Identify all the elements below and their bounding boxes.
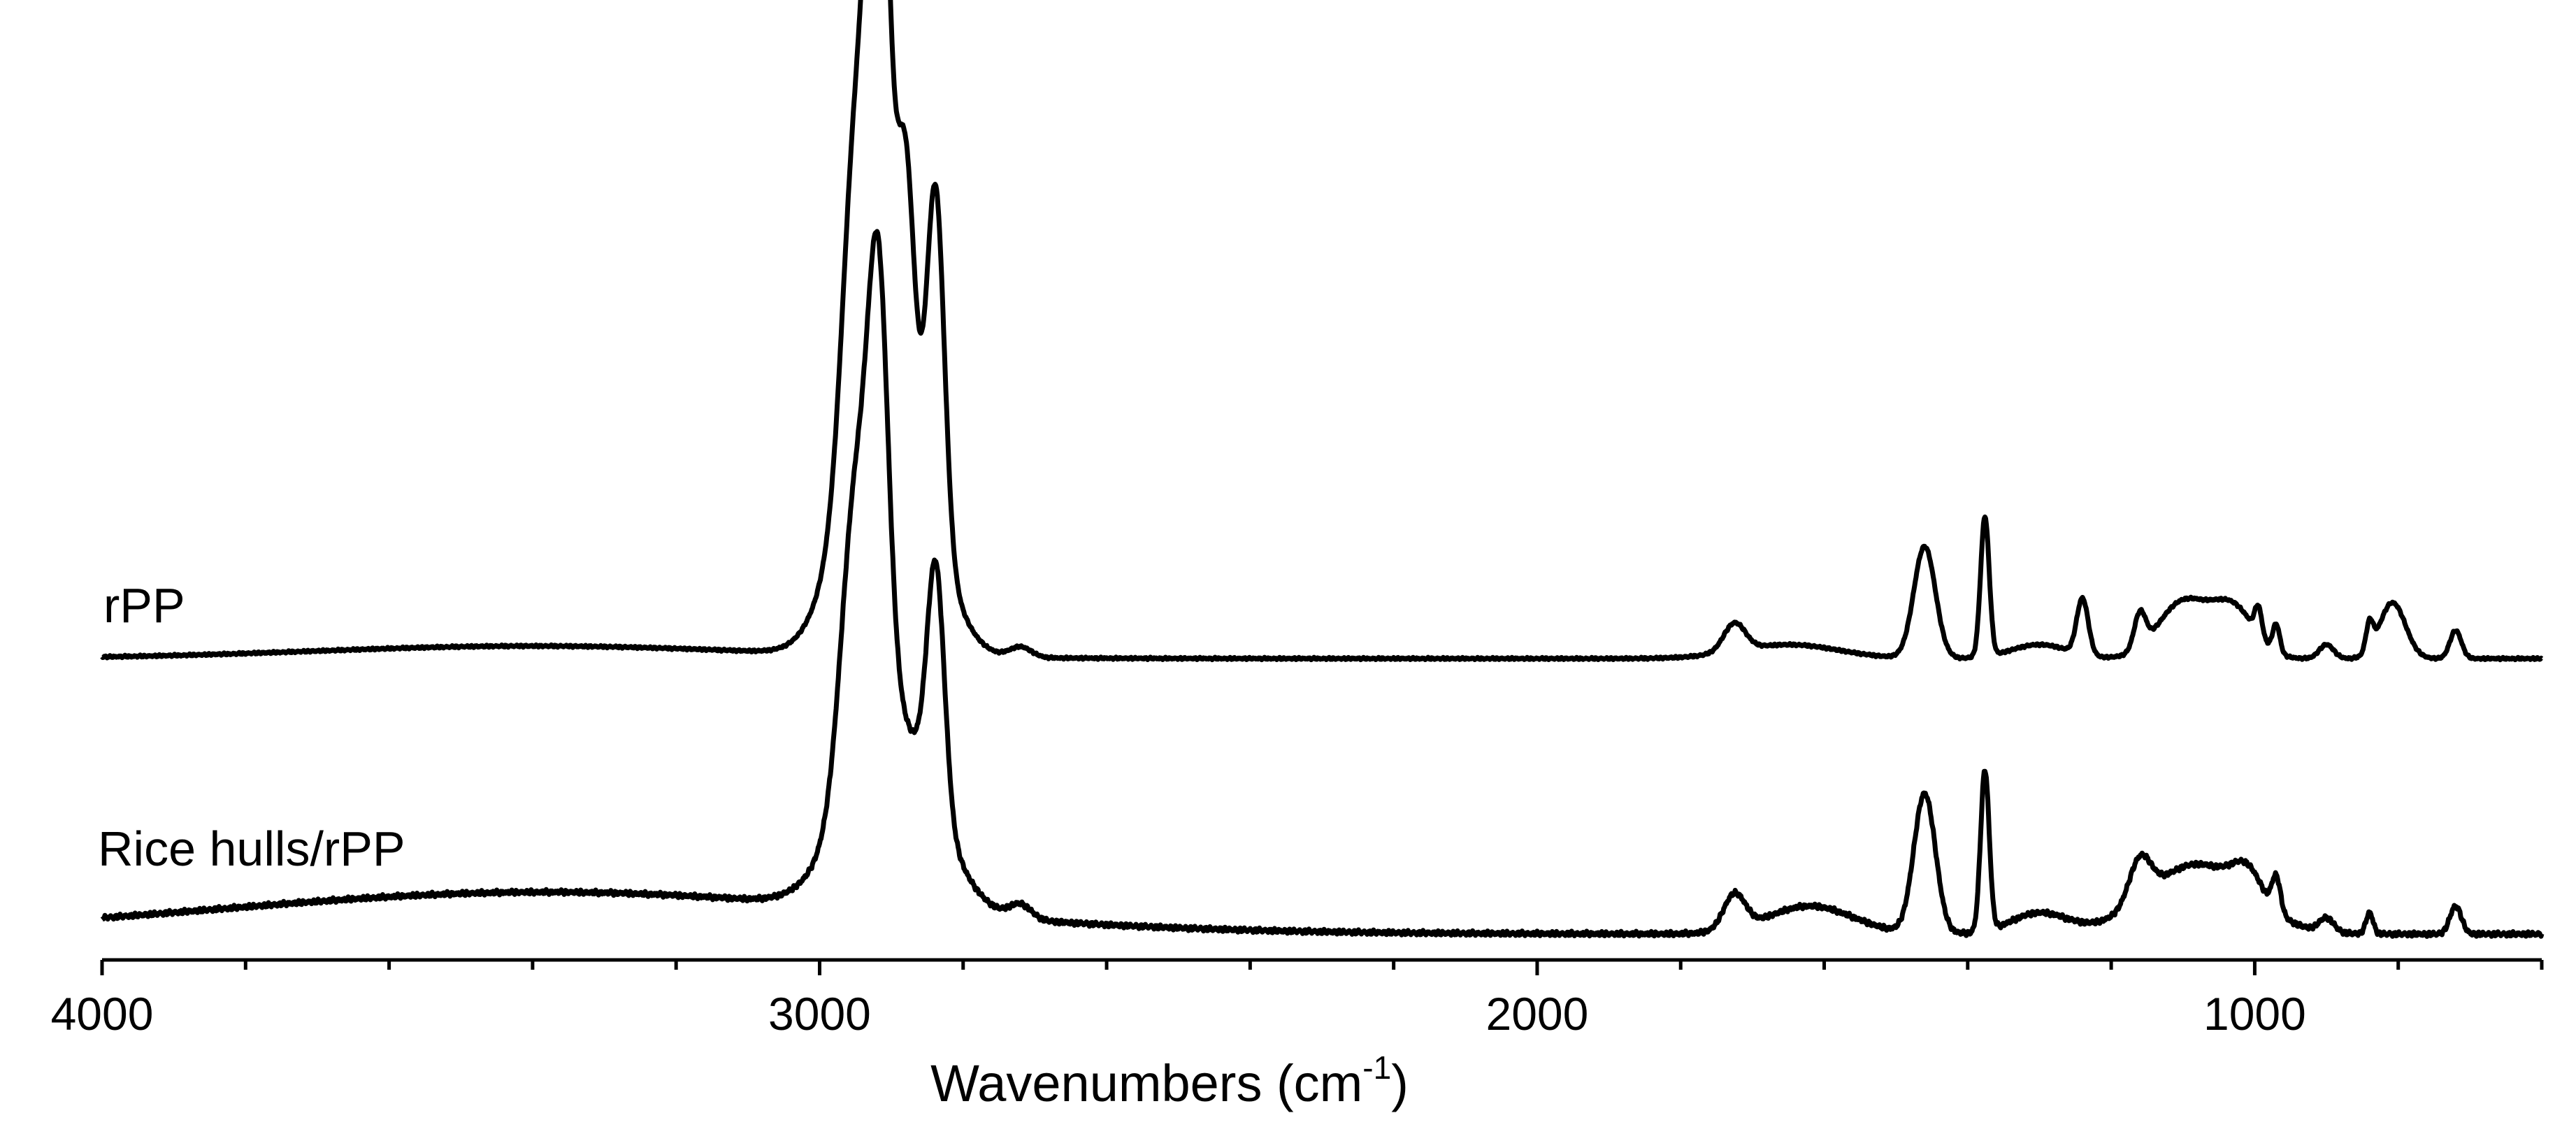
- series-line-rpp: [100, 0, 2544, 663]
- x-axis-title-text: Wavenumbers (cm: [930, 1054, 1362, 1112]
- series-label-rpp: rPP: [103, 578, 185, 633]
- x-tick-label: 4000: [51, 988, 154, 1040]
- series-label-rice-hulls-rpp: Rice hulls/rPP: [98, 821, 405, 876]
- x-axis-title-superscript: -1: [1362, 1049, 1391, 1086]
- series-line-rice-hulls-rpp: [100, 229, 2545, 939]
- x-axis-title: Wavenumbers (cm-1): [930, 1049, 1409, 1112]
- x-tick-label: 3000: [768, 988, 871, 1040]
- x-tick-label: 2000: [1486, 988, 1589, 1040]
- spectra-group: [100, 0, 2545, 939]
- x-axis-ticks: 4000 3000 2000 1000: [51, 960, 2544, 1040]
- x-tick-label: 1000: [2203, 988, 2306, 1040]
- x-axis-title-close: ): [1391, 1054, 1409, 1112]
